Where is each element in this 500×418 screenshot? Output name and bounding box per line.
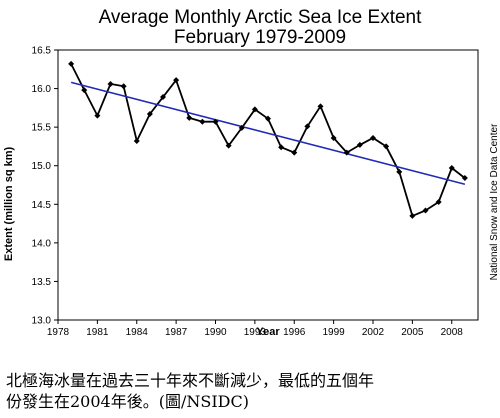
y-tick-label: 14.5 [32,200,52,211]
x-tick-label: 1996 [283,327,306,338]
data-point-marker [356,141,363,148]
data-line [70,63,466,218]
data-point-marker [422,207,429,214]
y-tick-label: 13.5 [32,277,52,288]
x-tick-label: 1987 [165,327,188,338]
chart-subtitle: February 1979-2009 [173,27,347,48]
x-axis-label: Year [256,326,280,338]
data-point-marker [81,87,88,94]
data-point-marker [146,111,153,118]
line-chart: 13.0 13.5 14.0 14.5 15.0 15.5 16.0 16.5 1978 1981… [3,46,500,339]
data-point-marker [251,106,258,113]
y-tick-label: 16.0 [32,84,52,95]
data-point-marker [107,80,114,87]
data-point-marker [120,83,127,90]
data-point-marker [225,142,232,149]
data-point-marker [173,77,180,84]
x-tick-label: 1981 [86,327,109,338]
y-tick-label: 13.0 [32,316,52,327]
x-tick-label: 1978 [47,327,70,338]
data-point-marker [199,118,206,125]
data-point-marker [383,143,390,150]
data-point-marker [186,114,193,121]
y-tick-label: 16.5 [32,46,52,57]
x-tick-label: 1984 [126,327,149,338]
data-point-marker [160,94,166,101]
source-credit: National Snow and Ice Data Center [489,123,500,280]
data-point-marker [330,134,337,141]
x-tick-label: 1993 [244,327,267,338]
data-point-marker [238,124,245,131]
data-point-marker [212,118,219,125]
caption-line-1: 北極海冰量在過去三十年來不斷減少，最低的五個年 [6,371,375,390]
data-point-marker [396,168,403,175]
plot-border [57,49,479,321]
data-point-marker [461,175,468,182]
x-tick-label: 1990 [204,327,227,338]
caption-line-2: 份發生在2004年後。(圖/NSIDC) [6,392,249,411]
plot-frame [57,49,479,321]
data-point-marker [343,149,350,156]
data-point-marker [370,134,376,141]
trend-line [70,81,466,186]
data-point-marker [448,165,455,172]
data-point-marker [317,103,324,110]
y-tick-label: 15.5 [32,123,52,134]
y-tick-label: 15.0 [32,161,52,172]
caption: 北極海冰量在過去三十年來不斷減少，最低的五個年 份發生在2004年後。(圖/NS… [6,370,496,412]
data-point-marker [265,115,271,122]
data-point-marker [278,144,285,151]
x-tick-label: 2005 [401,327,424,338]
data-point-marker [435,198,442,205]
axis-ticks: 13.0 13.5 14.0 14.5 15.0 15.5 16.0 16.5 1978 1981… [32,46,464,339]
data-point-marker [68,60,75,67]
y-tick-label: 14.0 [32,238,52,249]
series-layer [68,60,468,219]
x-tick-label: 2008 [441,327,464,338]
data-point-marker [291,149,298,156]
data-point-marker [304,123,311,130]
data-point-marker [409,212,416,219]
x-tick-label: 1999 [323,327,346,338]
chart-title: Average Monthly Arctic Sea Ice Extent [98,7,422,28]
data-point-marker [133,138,140,145]
data-point-marker [94,112,101,119]
y-axis-label: Extent (million sq km) [3,147,15,262]
x-tick-label: 2002 [362,327,385,338]
